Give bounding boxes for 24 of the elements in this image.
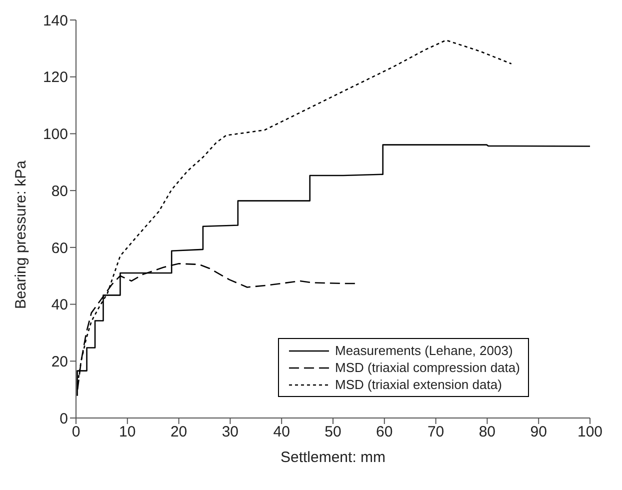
y-tick-label: 60 xyxy=(51,240,68,257)
x-tick-label: 10 xyxy=(119,424,136,441)
y-tick-label: 80 xyxy=(51,182,68,200)
y-tick-label: 140 xyxy=(42,12,68,30)
x-tick-label: 40 xyxy=(273,424,290,441)
legend-label: Measurements (Lehane, 2003) xyxy=(335,343,513,358)
legend-label: MSD (triaxial compression data) xyxy=(335,360,520,375)
x-tick-label: 100 xyxy=(577,424,603,441)
x-tick-label: 20 xyxy=(170,424,188,441)
y-tick-label: 20 xyxy=(51,353,68,370)
x-tick-label: 0 xyxy=(72,424,80,441)
x-tick-label: 90 xyxy=(530,424,547,441)
y-tick-label: 40 xyxy=(51,296,68,314)
legend-label: MSD (triaxial extension data) xyxy=(335,377,502,392)
x-tick-label: 70 xyxy=(427,424,444,441)
x-tick-label: 60 xyxy=(376,424,393,441)
y-axis-title: Bearing pressure: kPa xyxy=(12,160,30,309)
y-tick-label: 0 xyxy=(60,410,68,428)
x-tick-label: 30 xyxy=(222,424,239,441)
y-tick-label: 100 xyxy=(42,126,68,144)
x-axis-title: Settlement: mm xyxy=(280,449,386,466)
x-tick-label: 50 xyxy=(324,424,342,441)
x-tick-label: 80 xyxy=(478,424,496,441)
y-tick-label: 120 xyxy=(42,69,68,86)
